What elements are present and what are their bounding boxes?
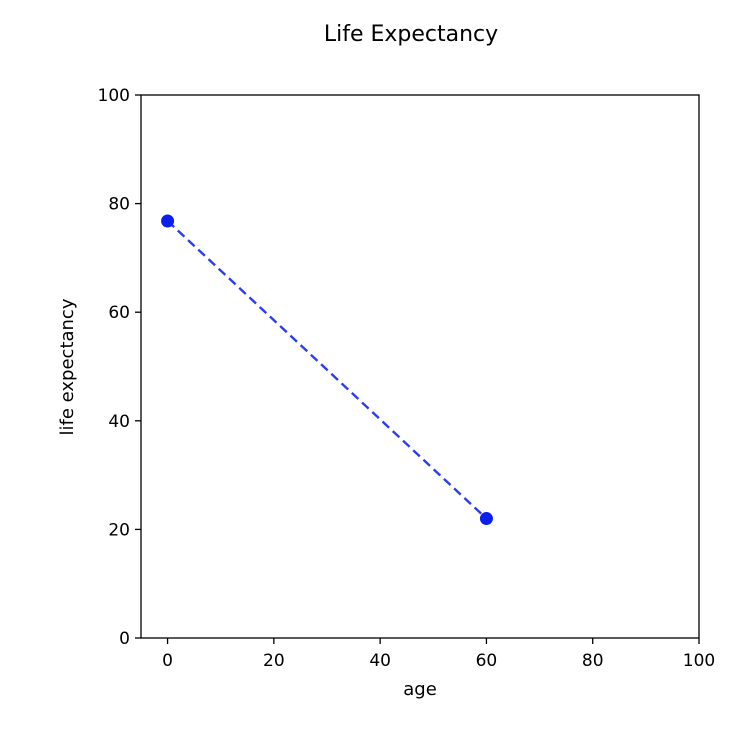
data-point <box>161 214 175 228</box>
y-tick-label: 20 <box>108 520 130 540</box>
x-tick-label: 0 <box>162 651 173 671</box>
y-tick-label: 40 <box>108 412 130 432</box>
x-axis: 0 20 40 60 80 100 <box>162 638 715 671</box>
x-tick-label: 40 <box>369 651 391 671</box>
data-point <box>479 512 493 526</box>
series-layer <box>161 214 493 526</box>
y-tick-label: 100 <box>98 86 130 106</box>
y-axis-label: life expectancy <box>57 298 78 435</box>
chart-title: Life Expectancy <box>324 22 498 47</box>
x-axis-label: age <box>403 679 437 700</box>
y-tick-label: 80 <box>108 195 130 215</box>
x-tick-label: 80 <box>582 651 604 671</box>
y-tick-label: 60 <box>108 303 130 323</box>
y-tick-label: 0 <box>119 629 130 649</box>
x-tick-label: 60 <box>476 651 498 671</box>
x-tick-label: 100 <box>683 651 715 671</box>
series-line <box>166 220 488 520</box>
y-axis: 0 20 40 60 80 100 <box>98 86 141 649</box>
plot-frame <box>140 94 700 639</box>
x-tick-label: 20 <box>263 651 285 671</box>
